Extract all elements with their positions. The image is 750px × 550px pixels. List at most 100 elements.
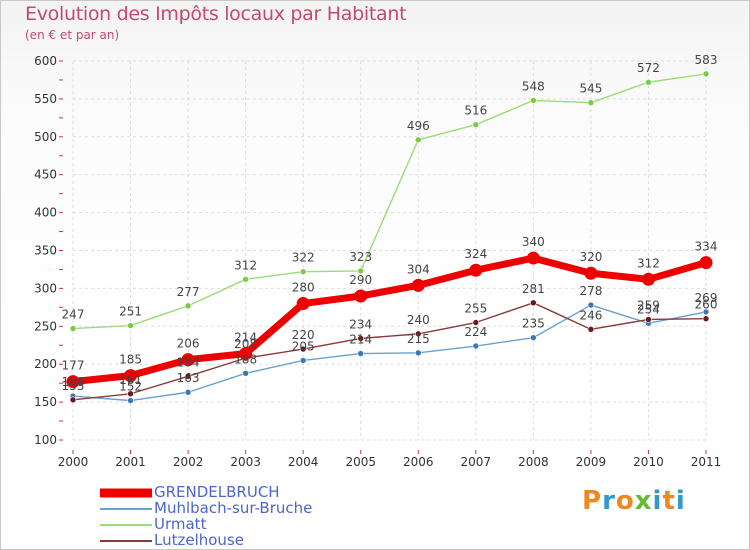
data-label: 158 — [62, 375, 85, 389]
logo-letter: r — [602, 486, 616, 516]
data-label: 322 — [292, 251, 315, 265]
data-label: 224 — [464, 325, 487, 339]
data-point — [587, 326, 595, 333]
data-point — [181, 353, 195, 367]
data-point — [66, 375, 80, 389]
chart-subtitle: (en € et par an) — [25, 28, 120, 42]
y-tick-label: 450 — [34, 168, 57, 182]
x-tick-label: 2011 — [691, 455, 722, 469]
data-label: 254 — [637, 302, 660, 316]
x-tick-label: 2001 — [115, 455, 146, 469]
data-point — [587, 301, 595, 309]
legend-swatch — [100, 540, 152, 542]
data-point — [414, 330, 422, 338]
x-tick-label: 2005 — [345, 455, 376, 469]
y-tick-label: 350 — [34, 244, 57, 258]
data-point — [184, 373, 192, 380]
data-label: 572 — [637, 61, 660, 75]
data-point — [530, 299, 537, 307]
data-point — [299, 268, 307, 276]
data-label: 320 — [579, 250, 602, 264]
data-label: 548 — [522, 79, 545, 93]
data-label: 234 — [349, 317, 372, 331]
data-point — [354, 289, 368, 303]
chart-title: Evolution des Impôts locaux par Habitant — [25, 3, 407, 25]
data-label: 152 — [119, 380, 142, 394]
data-point — [587, 99, 595, 106]
logo-letter: t — [662, 486, 676, 516]
data-point — [239, 347, 253, 361]
data-label: 177 — [62, 359, 85, 373]
data-label: 247 — [62, 308, 85, 322]
data-point — [69, 396, 77, 404]
data-point — [127, 397, 134, 404]
x-tick-label: 2004 — [288, 455, 319, 469]
data-label: 583 — [695, 53, 718, 67]
data-point — [472, 319, 480, 326]
data-point — [472, 121, 480, 128]
data-point — [242, 276, 249, 283]
data-label: 208 — [234, 337, 257, 351]
data-label: 214 — [234, 331, 257, 345]
x-tick-label: 2010 — [633, 455, 664, 469]
data-label: 260 — [695, 298, 718, 312]
data-point — [526, 251, 540, 265]
data-label: 545 — [579, 82, 602, 96]
logo-letter: x — [634, 486, 653, 516]
data-point — [472, 342, 480, 350]
data-label: 280 — [292, 281, 315, 295]
data-label: 251 — [119, 305, 142, 319]
data-label: 277 — [177, 285, 200, 299]
data-label: 161 — [119, 373, 142, 387]
x-tick-label: 2007 — [461, 455, 492, 469]
data-point — [296, 297, 310, 311]
logo-letter: i — [652, 486, 663, 516]
data-point — [299, 357, 307, 364]
legend-label: Urmatt — [154, 515, 207, 533]
y-tick-label: 500 — [34, 130, 57, 144]
y-tick-label: 300 — [34, 281, 57, 295]
y-tick-label: 400 — [34, 206, 57, 220]
data-label: 240 — [407, 313, 430, 327]
series-line — [72, 73, 707, 330]
y-tick-label: 200 — [34, 357, 57, 371]
series-line — [69, 254, 710, 386]
data-label: 185 — [119, 353, 142, 367]
x-tick-label: 2002 — [173, 455, 204, 469]
legend-label: GRENDELBRUCH — [154, 483, 280, 501]
data-label: 214 — [349, 333, 372, 347]
data-label: 324 — [464, 247, 487, 261]
legend-label: Lutzelhouse — [154, 531, 244, 549]
data-label: 269 — [695, 291, 718, 305]
x-tick-label: 2009 — [576, 455, 607, 469]
data-point — [242, 369, 249, 377]
data-label: 323 — [349, 250, 372, 264]
y-tick-label: 100 — [34, 433, 57, 447]
logo-letter: P — [582, 486, 603, 516]
x-tick-label: 2006 — [403, 455, 434, 469]
y-tick-label: 600 — [34, 54, 57, 68]
x-tick-label: 2003 — [230, 455, 261, 469]
data-label: 163 — [177, 371, 200, 385]
data-label: 281 — [522, 282, 545, 296]
data-point — [184, 302, 192, 310]
data-point — [584, 266, 598, 280]
data-point — [702, 70, 710, 78]
data-label: 220 — [292, 328, 315, 342]
data-point — [469, 263, 483, 277]
data-label: 312 — [234, 258, 257, 272]
logo-letter: i — [675, 486, 686, 516]
data-point — [530, 334, 537, 341]
logo-letter: o — [615, 486, 635, 516]
data-label: 206 — [177, 337, 200, 351]
data-point — [357, 335, 365, 342]
data-point — [641, 272, 655, 286]
series-line — [72, 302, 707, 401]
data-point — [699, 256, 713, 270]
data-point — [124, 369, 138, 383]
data-label: 153 — [62, 379, 85, 393]
y-tick-label: 150 — [34, 395, 57, 409]
data-label: 290 — [349, 273, 372, 287]
data-label: 516 — [464, 104, 487, 118]
